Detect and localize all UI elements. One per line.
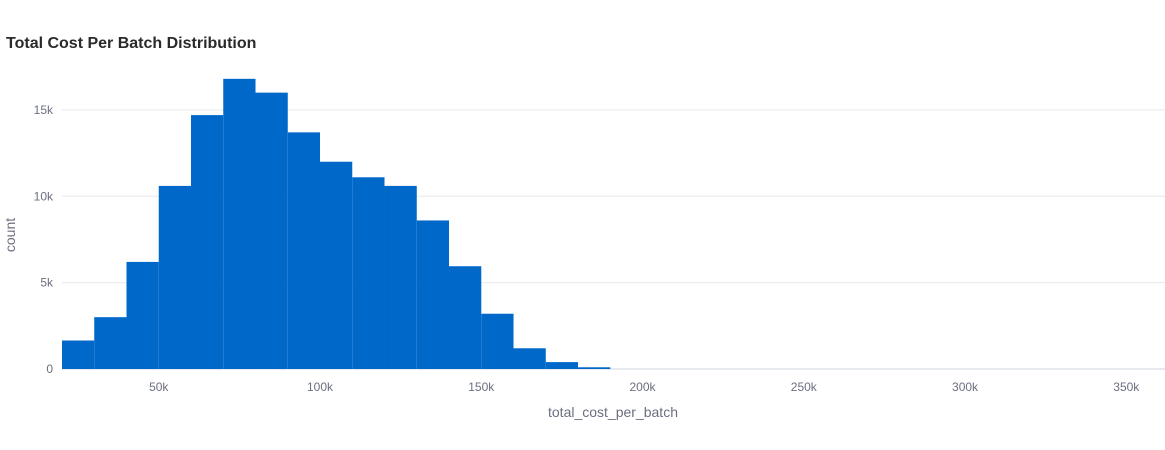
x-tick-label: 300k bbox=[952, 380, 979, 394]
histogram-bar[interactable] bbox=[223, 78, 256, 370]
x-tick-label: 100k bbox=[307, 380, 334, 394]
x-tick-label: 250k bbox=[791, 380, 818, 394]
y-tick-label: 5k bbox=[40, 276, 54, 290]
y-tick-label: 0 bbox=[46, 362, 53, 376]
x-axis-title: total_cost_per_batch bbox=[548, 404, 678, 420]
y-tick-label: 15k bbox=[34, 103, 54, 117]
y-axis-title: count bbox=[2, 218, 18, 252]
histogram-bar[interactable] bbox=[62, 340, 95, 370]
histogram-bar[interactable] bbox=[191, 115, 224, 369]
x-tick-label: 150k bbox=[468, 380, 495, 394]
bars-layer bbox=[62, 78, 611, 370]
histogram-bar[interactable] bbox=[513, 348, 546, 369]
x-tick-label: 350k bbox=[1113, 380, 1140, 394]
histogram-bar[interactable] bbox=[255, 92, 288, 370]
histogram-bar[interactable] bbox=[158, 185, 192, 369]
x-tick-label: 200k bbox=[630, 380, 657, 394]
y-tick-label: 10k bbox=[34, 189, 54, 203]
histogram-bar[interactable] bbox=[449, 266, 482, 369]
histogram-bar[interactable] bbox=[352, 177, 385, 369]
histogram-bar[interactable] bbox=[384, 185, 417, 369]
histogram-bar[interactable] bbox=[94, 317, 127, 369]
histogram-bar[interactable] bbox=[545, 362, 579, 369]
x-axis-ticks: 50k 100k 150k 200k 250k 300k 350k bbox=[149, 380, 1140, 394]
histogram-bar[interactable] bbox=[320, 161, 353, 369]
histogram-bar[interactable] bbox=[126, 261, 159, 369]
histogram-bar[interactable] bbox=[287, 132, 321, 369]
histogram-bar[interactable] bbox=[578, 367, 611, 369]
histogram-bar[interactable] bbox=[481, 313, 514, 369]
histogram-bar[interactable] bbox=[416, 220, 450, 369]
chart-title: Total Cost Per Batch Distribution bbox=[6, 35, 257, 52]
x-tick-label: 50k bbox=[149, 380, 169, 394]
y-axis-ticks: 0 5k 10k 15k bbox=[34, 103, 54, 376]
